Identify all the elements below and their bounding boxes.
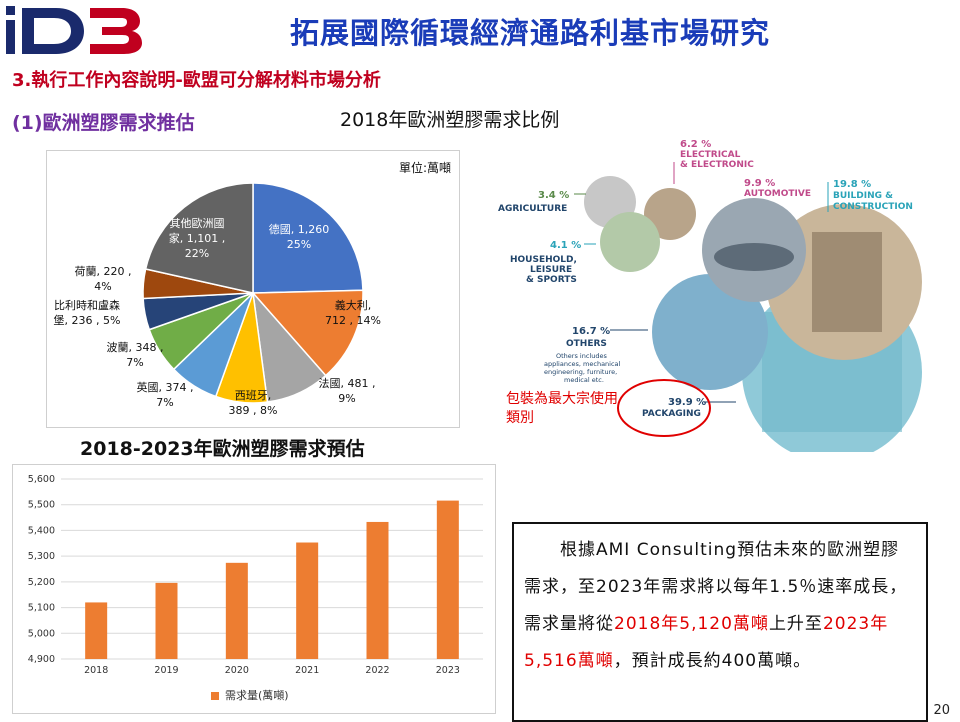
ig-building-label-1: BUILDING & bbox=[833, 191, 893, 201]
id3-logo: iD3 bbox=[6, 6, 142, 54]
packaging-callout: 包裝為最大宗使用類別 bbox=[506, 391, 618, 426]
x-tick-label-2020: 2020 bbox=[225, 665, 249, 676]
bar-legend: 需求量(萬噸) bbox=[211, 687, 289, 703]
pie-slice-8 bbox=[144, 182, 254, 294]
y-tick-label-6: 5,500 bbox=[28, 500, 55, 511]
pie-label-7: 荷蘭, 220 , 4% bbox=[75, 265, 132, 293]
ig-household-pct: 4.1 % bbox=[550, 240, 581, 251]
bar-2020 bbox=[225, 562, 248, 659]
bar-2021 bbox=[296, 542, 319, 659]
photo-circle-medical bbox=[652, 274, 768, 390]
bar-2018 bbox=[85, 602, 108, 659]
y-tick-label-3: 5,200 bbox=[28, 577, 55, 588]
pie-label-2: 法國, 481 , 9% bbox=[319, 376, 376, 405]
summary-text-box: 根據AMI Consulting預估未來的歐洲塑膠需求，至2023年需求將以每年… bbox=[512, 522, 928, 722]
section-title: 3.執行工作內容說明-歐盟可分解材料市場分析 bbox=[12, 70, 381, 91]
pie-unit-note: 單位:萬噸 bbox=[398, 161, 451, 175]
x-tick-label-2021: 2021 bbox=[295, 665, 319, 676]
bar-chart: 4,900 5,000 5,100 5,200 5,300 5,400 5,500 5,600… bbox=[28, 474, 483, 676]
photo-car bbox=[714, 243, 794, 271]
bar-2023 bbox=[436, 500, 459, 659]
x-tick-label-2018: 2018 bbox=[84, 665, 108, 676]
ig-automotive-label: AUTOMOTIVE bbox=[744, 189, 811, 199]
ig-building-label-2: CONSTRUCTION bbox=[833, 202, 913, 212]
photo-circle-electrical bbox=[644, 188, 696, 240]
x-tick-label-2019: 2019 bbox=[154, 665, 178, 676]
y-tick-label-5: 5,400 bbox=[28, 525, 55, 536]
ig-packaging-pct: 39.9 % bbox=[668, 397, 706, 408]
ig-others-label: OTHERS bbox=[566, 339, 607, 349]
subsection-title: (1)歐洲塑膠需求推估 bbox=[12, 112, 195, 134]
photo-building-block bbox=[812, 232, 882, 332]
ig-building-pct: 19.8 % bbox=[833, 179, 871, 190]
x-tick-label-2023: 2023 bbox=[436, 665, 460, 676]
legend-label: 需求量(萬噸) bbox=[225, 689, 289, 702]
ig-agriculture-label: AGRICULTURE bbox=[498, 204, 567, 214]
page-title: 拓展國際循環經濟通路利基市場研究 bbox=[289, 16, 770, 50]
ig-others-note-2: appliances, mechanical bbox=[544, 360, 621, 368]
ig-electrical-label-2: & ELECTRONIC bbox=[680, 160, 754, 170]
ig-others-pct: 16.7 % bbox=[572, 326, 610, 337]
y-tick-label-2: 5,100 bbox=[28, 603, 55, 614]
pie-label-4: 英國, 374 , 7% bbox=[137, 380, 194, 409]
highlight-2023: 2023年5,516萬噸 bbox=[524, 614, 889, 671]
ig-others-note-3: engineering, furniture, bbox=[544, 368, 617, 376]
y-tick-label-0: 4,900 bbox=[28, 654, 55, 665]
y-tick-label-4: 5,300 bbox=[28, 551, 55, 562]
y-tick-label-7: 5,600 bbox=[28, 474, 55, 485]
ig-electrical-pct: 6.2 % bbox=[680, 139, 711, 150]
bar-chart-panel: 4,900 5,000 5,100 5,200 5,300 5,400 5,500 5,600… bbox=[12, 464, 496, 714]
ig-agriculture-pct: 3.4 % bbox=[538, 190, 569, 201]
ig-household-label-3: & SPORTS bbox=[526, 275, 577, 285]
pie-label-5: 波蘭, 348 , 7% bbox=[107, 341, 164, 369]
pie-slice-1 bbox=[251, 289, 364, 377]
pie-chart-title: 2018年歐洲塑膠需求比例 bbox=[340, 109, 560, 131]
pie-label-0: 德國, 1,260 25% bbox=[269, 222, 329, 251]
ig-automotive-pct: 9.9 % bbox=[744, 178, 775, 189]
pie-label-6: 比利時和盧森堡, 236 , 5% bbox=[54, 298, 121, 327]
pie-label-1: 義大利, 712 , 14% bbox=[325, 298, 381, 327]
ig-others-note-4: medical etc. bbox=[564, 376, 604, 384]
legend-swatch bbox=[211, 692, 219, 700]
highlight-2018: 2018年5,120萬噸 bbox=[614, 614, 769, 634]
pie-label-3: 西班牙, 389 , 8% bbox=[229, 389, 278, 417]
ig-household-label-2: LEISURE bbox=[530, 265, 572, 275]
bar-chart-title: 2018-2023年歐洲塑膠需求預估 bbox=[80, 438, 365, 460]
pie-slice-0 bbox=[252, 182, 364, 294]
x-tick-label-2022: 2022 bbox=[365, 665, 389, 676]
page-number: 20 bbox=[933, 703, 950, 718]
pie-chart-panel: 德國, 1,260 25% 義大利, 712 , 14% 法國, 481 , 9% 西班牙,… bbox=[46, 150, 460, 428]
bar-2019 bbox=[155, 582, 178, 659]
summary-text: 根據AMI Consulting預估未來的歐洲塑膠需求，至2023年需求將以每年… bbox=[524, 540, 908, 671]
pie-chart: 德國, 1,260 25% 義大利, 712 , 14% 法國, 481 , 9% 西班牙,… bbox=[54, 182, 381, 417]
y-tick-label-1: 5,000 bbox=[28, 628, 55, 639]
bar-2022 bbox=[366, 521, 389, 659]
pie-label-8: 其他歐洲國家, 1,101 , 22% bbox=[169, 216, 225, 260]
ig-electrical-label-1: ELECTRICAL bbox=[680, 150, 741, 160]
ig-others-note-1: Others includes bbox=[556, 352, 607, 360]
ig-household-label-1: HOUSEHOLD, bbox=[510, 255, 577, 265]
ig-packaging-label: PACKAGING bbox=[642, 409, 701, 419]
packaging-highlight-circle bbox=[617, 379, 711, 437]
plastics-end-use-infographic: 6.2 % ELECTRICAL & ELECTRONIC 3.4 % AGRI… bbox=[498, 139, 922, 452]
photo-circle-sports bbox=[600, 212, 660, 272]
